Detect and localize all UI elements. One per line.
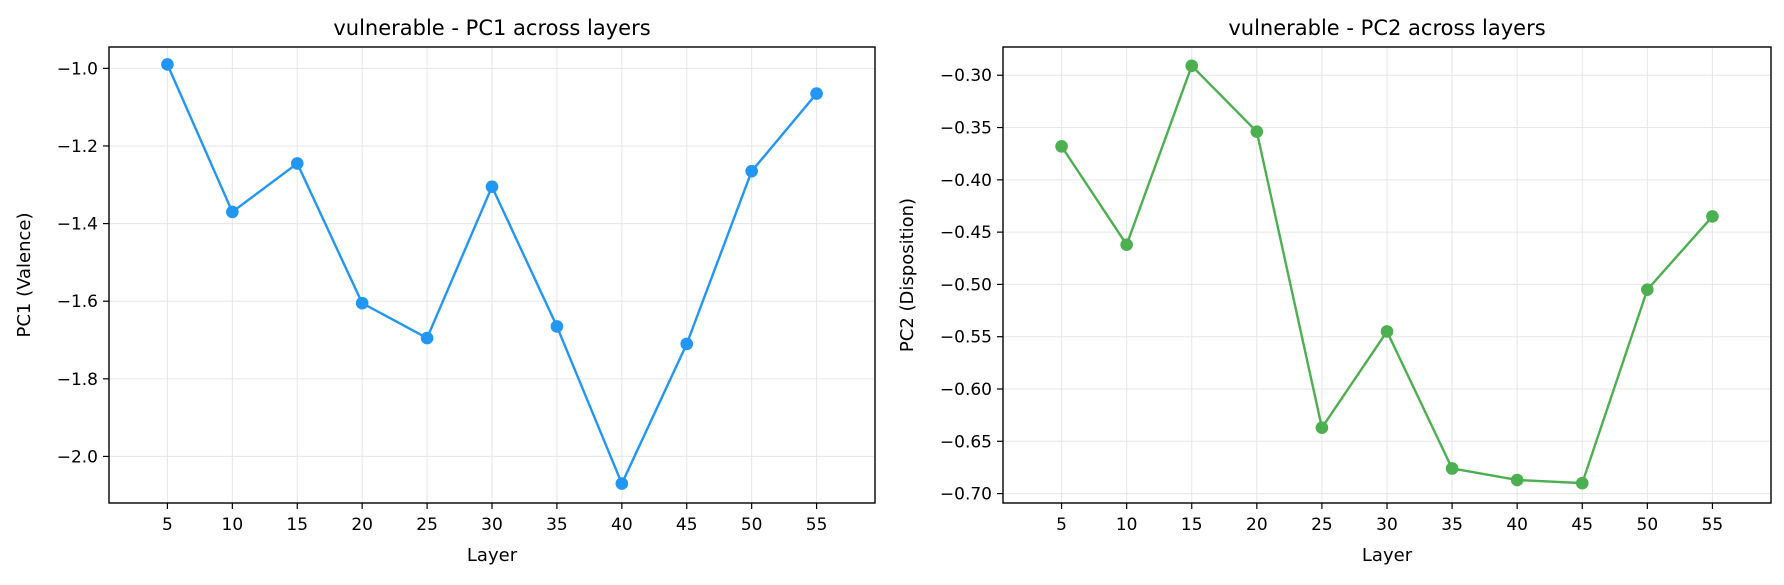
x-tick-label: 10 <box>222 515 244 535</box>
plot-area: 5 10 15 20 25 30 35 40 45 50 55 −0.30 −0.35 −0.40 −0.4… <box>940 46 1772 535</box>
x-tick-label: 35 <box>1441 515 1463 535</box>
data-point <box>680 337 694 351</box>
data-point <box>420 331 434 345</box>
x-tick-label: 45 <box>1571 515 1593 535</box>
chart-panel-pc2: 5 10 15 20 25 30 35 40 45 50 55 −0.30 −0.35 −0.40 −0.4… <box>897 16 1772 566</box>
data-point <box>550 320 564 333</box>
data-point <box>745 164 758 178</box>
data-point <box>1250 125 1264 139</box>
data-point <box>615 477 629 490</box>
data-point <box>1185 59 1199 73</box>
x-tick-label: 5 <box>162 515 173 535</box>
x-tick-label: 45 <box>676 515 698 535</box>
x-tick-label: 25 <box>416 515 438 535</box>
y-tick-label: −1.2 <box>57 137 98 157</box>
x-tick-label: 10 <box>1116 515 1138 535</box>
x-tick-label: 55 <box>806 515 828 535</box>
data-point <box>1445 462 1459 475</box>
x-tick-label: 35 <box>546 515 568 535</box>
x-tick-label: 15 <box>1181 515 1203 535</box>
data-point <box>810 87 823 100</box>
x-tick-label: 5 <box>1056 515 1067 535</box>
data-point <box>1706 210 1719 223</box>
y-tick-label: −1.8 <box>57 370 98 390</box>
y-tick-label: −1.6 <box>57 292 98 312</box>
y-tick-label: −0.30 <box>940 66 992 86</box>
chart-title: vulnerable - PC2 across layers <box>1228 16 1545 40</box>
y-tick-label: −0.40 <box>940 171 992 191</box>
y-axis-label: PC2 (Disposition) <box>897 198 918 352</box>
y-tick-label: −0.60 <box>940 380 992 400</box>
y-tick-label: −2.0 <box>57 447 98 467</box>
x-tick-label: 25 <box>1311 515 1333 535</box>
y-axis-label: PC1 (Valence) <box>14 212 35 337</box>
data-point <box>1575 476 1589 490</box>
x-tick-label: 55 <box>1702 515 1724 535</box>
x-axis-label: Layer <box>467 545 518 566</box>
x-tick-label: 40 <box>1506 515 1528 535</box>
y-tick-label: −0.70 <box>940 485 992 505</box>
data-point <box>226 205 239 219</box>
y-tick-label: −1.4 <box>57 215 98 235</box>
x-tick-label: 30 <box>1376 515 1398 535</box>
data-point <box>1380 325 1394 338</box>
y-tick-label: −0.65 <box>940 432 992 452</box>
y-tick-label: −0.35 <box>940 119 992 139</box>
x-tick-label: 15 <box>286 515 308 535</box>
x-tick-label: 40 <box>611 515 633 535</box>
x-tick-label: 50 <box>1637 515 1659 535</box>
x-tick-label: 30 <box>481 515 503 535</box>
y-tick-label: −0.50 <box>940 275 992 295</box>
data-point <box>1120 238 1133 251</box>
data-point <box>485 180 499 194</box>
data-point <box>161 58 174 71</box>
data-point <box>1055 140 1068 153</box>
chart-panel-pc1: 5 10 15 20 25 30 35 40 45 50 55 −1.0 −1.2 −1.4 −1.6 −1.… <box>14 16 876 566</box>
data-point <box>355 296 369 310</box>
plot-area: 5 10 15 20 25 30 35 40 45 50 55 −1.0 −1.2 −1.4 −1.6 −1.… <box>57 46 876 535</box>
y-tick-label: −1.0 <box>57 59 98 79</box>
x-axis-label: Layer <box>1362 545 1413 566</box>
x-tick-label: 20 <box>351 515 373 535</box>
data-point <box>1315 421 1329 434</box>
x-tick-label: 20 <box>1246 515 1268 535</box>
y-tick-label: −0.55 <box>940 328 992 348</box>
data-point <box>1510 473 1524 487</box>
y-tick-label: −0.45 <box>940 223 992 243</box>
x-tick-label: 50 <box>741 515 763 535</box>
data-point <box>290 157 304 170</box>
chart-title: vulnerable - PC1 across layers <box>333 16 650 40</box>
data-point <box>1641 283 1654 296</box>
